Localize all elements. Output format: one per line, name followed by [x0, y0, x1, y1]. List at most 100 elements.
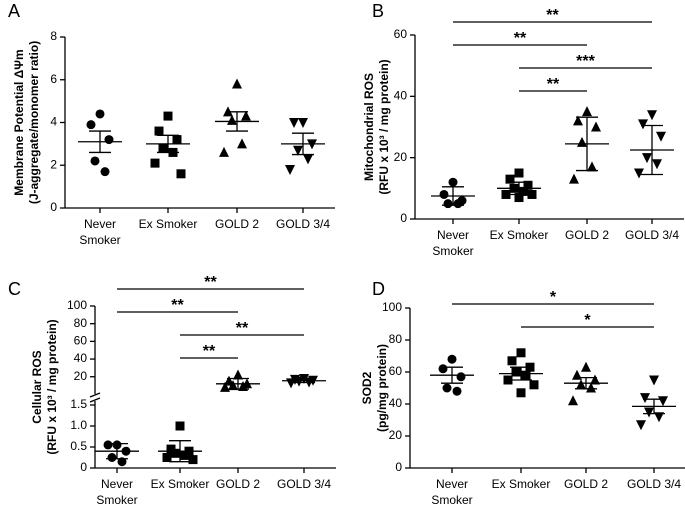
x-tick-label: Never Smoker — [96, 477, 138, 507]
data-point — [298, 118, 308, 128]
data-point — [90, 156, 100, 166]
x-tick-label: GOLD 3/4 — [624, 228, 680, 242]
data-point — [503, 375, 513, 385]
y-tick-label: 80 — [389, 332, 403, 346]
data-point — [501, 189, 511, 199]
panel-label: D — [372, 279, 385, 299]
data-point — [456, 372, 466, 382]
x-tick-label-box: Ex Smoker — [150, 477, 210, 491]
data-point — [86, 120, 96, 130]
data-point — [505, 174, 515, 184]
significance-label: ** — [171, 297, 184, 314]
y-tick-label: 60 — [389, 364, 403, 378]
y-tick-label: 0 — [400, 211, 407, 225]
data-point — [117, 457, 127, 467]
significance-label: ** — [546, 7, 559, 24]
significance-label: * — [550, 289, 557, 306]
data-point — [638, 119, 648, 130]
data-point — [649, 375, 659, 386]
data-point — [647, 110, 657, 121]
y-tick-label: 60 — [74, 334, 88, 348]
data-point — [100, 167, 110, 177]
data-point — [652, 159, 662, 170]
y-tick-label: 40 — [74, 351, 88, 365]
axis-break — [89, 392, 101, 398]
y-tick-label: 1.5 — [70, 397, 87, 411]
panel-label: B — [372, 1, 384, 21]
x-tick-label-box: Ex Smoker — [491, 477, 551, 491]
y-tick-label: 2 — [50, 157, 57, 171]
data-point — [163, 111, 173, 121]
y-axis-label: (RFU x 10³ / mg protein) — [45, 319, 59, 454]
data-point — [447, 354, 457, 364]
data-point — [285, 165, 295, 176]
y-tick-label: 1.0 — [70, 418, 87, 432]
data-point — [586, 382, 596, 393]
x-tick-label: Never Smoker — [432, 228, 474, 258]
y-axis-label: (pg/mg protein) — [375, 344, 389, 432]
y-axis-label: (J-aggregate/monomer ratio) — [27, 41, 41, 204]
y-axis-label: Cellular ROS — [30, 350, 44, 423]
x-tick-label-box: Never Smoker — [432, 228, 474, 258]
y-tick-label: 60 — [394, 27, 408, 41]
significance-label: ** — [514, 30, 527, 47]
panel-label: C — [8, 279, 21, 299]
x-tick-label-box: GOLD 3/4 — [276, 477, 332, 491]
y-tick-label: 20 — [74, 369, 88, 383]
data-point — [573, 115, 583, 126]
data-point — [507, 356, 517, 366]
y-axis-label: SOD2 — [360, 371, 374, 404]
data-point — [95, 109, 105, 119]
x-tick-label: Ex Smoker — [150, 477, 210, 491]
y-tick-label: 40 — [389, 396, 403, 410]
x-tick-label: Ex Smoker — [489, 228, 549, 242]
x-tick-label-box: Never Smoker — [431, 477, 473, 507]
data-point — [516, 388, 526, 398]
significance-label: *** — [576, 53, 595, 70]
significance-label: ** — [203, 343, 216, 360]
x-tick-label: Ex Smoker — [138, 217, 198, 231]
data-point — [176, 169, 186, 179]
data-point — [219, 146, 229, 157]
x-tick-label-box: GOLD 3/4 — [624, 228, 680, 242]
x-tick-label-box: GOLD 3/4 — [276, 217, 330, 231]
data-point — [443, 199, 453, 209]
data-point — [303, 154, 313, 165]
data-point — [170, 448, 180, 458]
y-tick-label: 100 — [382, 300, 402, 314]
y-tick-label: 4 — [50, 115, 57, 129]
x-tick-label: GOLD 3/4 — [276, 477, 332, 491]
data-point — [241, 110, 251, 121]
data-point — [587, 161, 597, 172]
data-point — [654, 412, 664, 423]
significance-label: * — [584, 312, 591, 329]
data-point — [172, 135, 182, 145]
data-point — [442, 383, 452, 393]
y-tick-label: 8 — [50, 29, 57, 43]
significance-label: ** — [236, 320, 249, 337]
y-tick-label: 0 — [50, 200, 57, 214]
data-point — [640, 393, 650, 404]
y-tick-label: 20 — [394, 150, 408, 164]
data-point — [656, 131, 666, 142]
data-point — [569, 173, 579, 184]
x-tick-label-box: GOLD 2 — [564, 228, 609, 242]
data-point — [591, 121, 601, 132]
data-point — [227, 114, 237, 125]
data-point — [180, 450, 190, 460]
data-point — [577, 136, 587, 147]
y-tick-label: 0 — [80, 460, 87, 474]
y-tick-label: 20 — [389, 428, 403, 442]
data-point — [642, 153, 652, 164]
x-tick-label-box: GOLD 3/4 — [627, 477, 681, 491]
data-point — [514, 193, 524, 203]
x-tick-label: GOLD 2 — [564, 228, 609, 242]
x-tick-label: GOLD 2 — [563, 477, 608, 491]
data-point — [238, 380, 248, 391]
x-tick-label: Ex Smoker — [491, 477, 551, 491]
significance-label: ** — [547, 76, 560, 93]
y-tick-label: 80 — [74, 316, 88, 330]
axis-break — [89, 397, 101, 403]
x-tick-label: Never Smoker — [431, 477, 473, 507]
